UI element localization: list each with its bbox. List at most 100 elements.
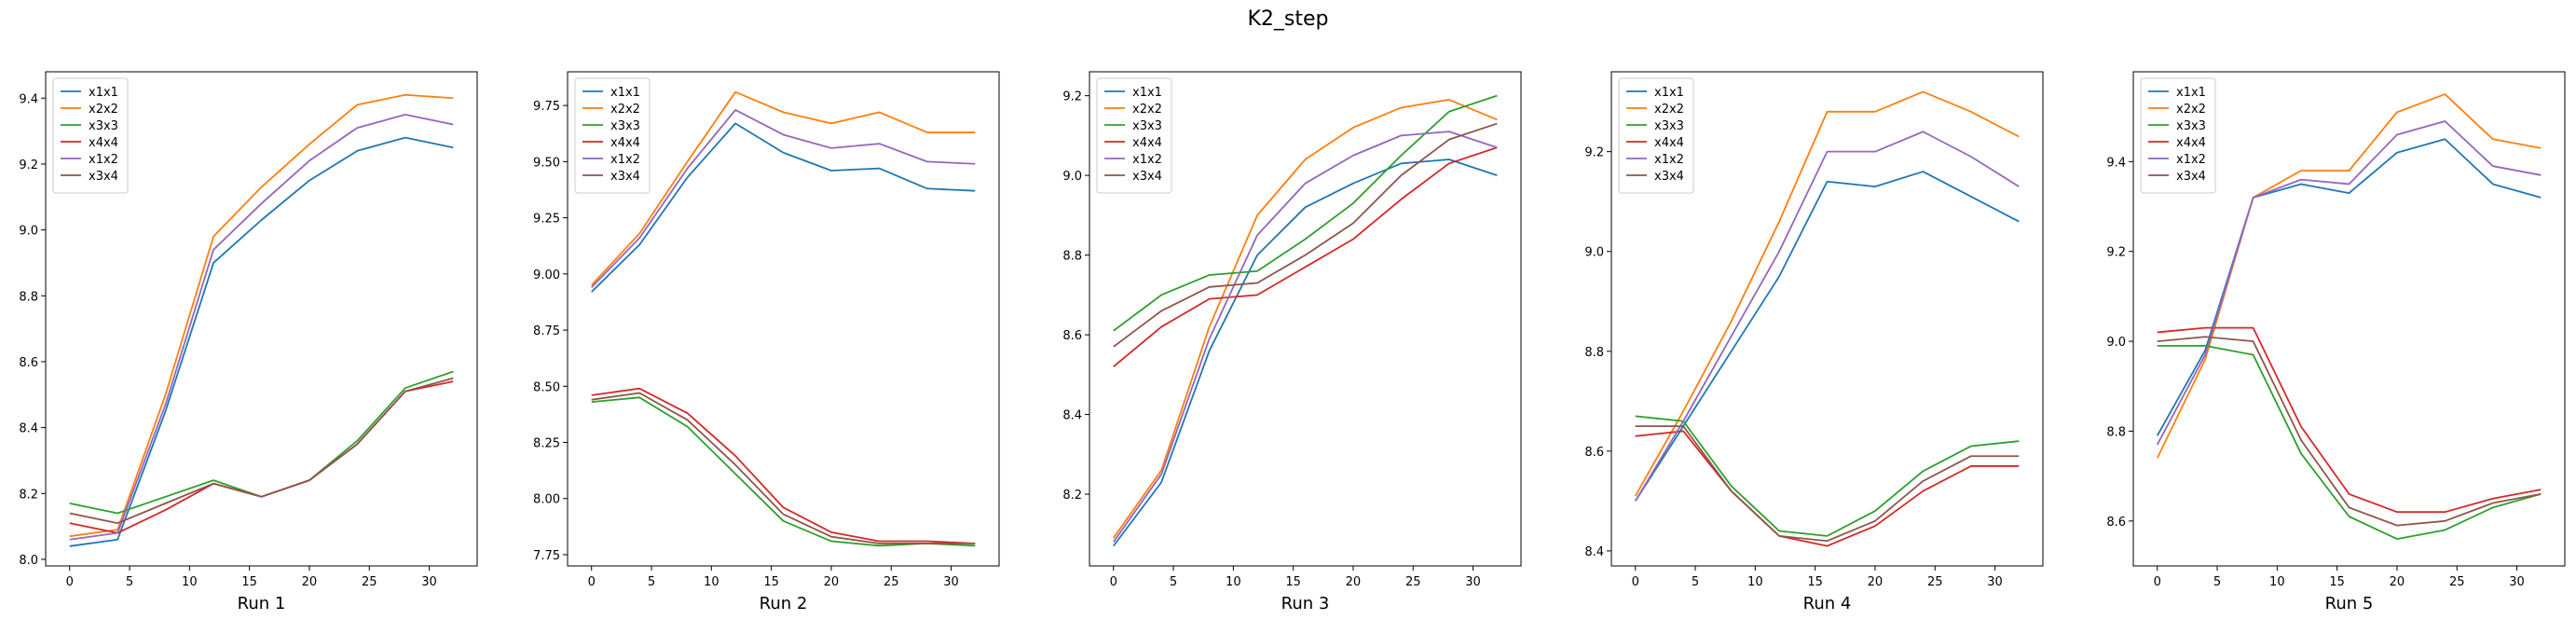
chart-panels: 0 5 10 15 20 25 30 8.0 8.2 8.4 8.6 8.8 9.0 9.2 9.4 x1x1… [19, 71, 2566, 613]
x-tick-label: 10 [704, 575, 719, 589]
y-tick-label: 8.2 [1062, 489, 1082, 503]
y-tick-label: 9.0 [19, 225, 38, 239]
x-tick-label: 25 [1927, 575, 1943, 589]
x-tick-label: 20 [302, 575, 318, 589]
x-axis-label: Run 3 [1281, 594, 1330, 613]
legend-box [2140, 77, 2216, 194]
legend-label-x1x2: x1x2 [2176, 153, 2206, 167]
y-tick-label: 8.8 [1062, 250, 1082, 264]
series-line-x3x3 [2157, 345, 2542, 540]
x-tick-label: 5 [126, 575, 133, 589]
x-tick-label: 0 [588, 575, 596, 589]
legend-label-x3x4: x3x4 [1132, 170, 1162, 184]
x-tick-label: 30 [421, 575, 437, 589]
x-tick-label: 10 [1226, 575, 1241, 589]
y-tick-label: 8.8 [19, 290, 38, 304]
x-tick-label: 30 [2509, 575, 2525, 589]
series-line-x1x1 [69, 136, 454, 547]
x-tick-label: 0 [1632, 575, 1639, 589]
series-line-x1x1 [1634, 171, 2020, 502]
axes-frame [2132, 71, 2566, 567]
x-tick-label: 15 [2329, 575, 2345, 589]
legend-label-x2x2: x2x2 [2176, 103, 2206, 117]
legend-label-x1x1: x1x1 [610, 86, 640, 100]
y-tick-label: 8.6 [1062, 329, 1082, 343]
legend-label-x1x2: x1x2 [1132, 153, 1162, 167]
x-tick-label: 20 [1346, 575, 1362, 589]
chart-panel-2: 0 5 10 15 20 25 30 7.75 8.00 8.25 8.50 8.75 9.00 9.25… [533, 71, 1000, 613]
legend-label-x4x4: x4x4 [610, 136, 640, 150]
legend-label-x1x1: x1x1 [2176, 86, 2206, 100]
y-tick-label: 8.50 [533, 380, 560, 394]
x-tick-label: 10 [182, 575, 198, 589]
y-tick-label: 9.0 [1584, 246, 1604, 260]
series-line-x4x4 [1113, 146, 1498, 367]
axes-frame [45, 71, 478, 567]
series-line-x2x2 [69, 93, 454, 538]
y-tick-label: 9.00 [533, 269, 560, 282]
y-tick-label: 9.4 [19, 92, 38, 106]
series-line-x3x4 [69, 377, 454, 524]
y-tick-label: 8.0 [19, 554, 38, 568]
series-line-x3x4 [1113, 122, 1498, 348]
x-tick-label: 30 [943, 575, 959, 589]
y-tick-label: 9.2 [19, 158, 38, 172]
legend-label-x2x2: x2x2 [610, 103, 640, 117]
series-line-x1x1 [591, 122, 976, 293]
y-tick-label: 8.2 [19, 488, 38, 502]
x-tick-label: 15 [1285, 575, 1301, 589]
y-tick-label: 8.00 [533, 493, 560, 507]
series-line-x2x2 [1112, 99, 1498, 539]
legend-box [574, 77, 651, 194]
y-tick-label: 7.75 [533, 549, 560, 563]
series-line-x3x3 [1113, 94, 1498, 332]
x-tick-label: 5 [1692, 575, 1699, 589]
axes-frame [1089, 71, 1522, 567]
x-tick-label: 0 [66, 575, 74, 589]
legend-label-x3x3: x3x3 [610, 119, 640, 133]
series-line-x4x4 [1635, 430, 2020, 547]
chart-panel-1: 0 5 10 15 20 25 30 8.0 8.2 8.4 8.6 8.8 9.0 9.2 9.4 x1x1… [19, 71, 478, 613]
y-tick-label: 9.25 [533, 213, 560, 227]
x-tick-label: 5 [648, 575, 655, 589]
y-tick-label: 8.6 [2106, 516, 2126, 530]
x-tick-label: 30 [1987, 575, 2003, 589]
y-tick-label: 8.75 [533, 324, 560, 338]
legend-label-x3x3: x3x3 [2176, 119, 2206, 133]
legend-label-x3x3: x3x3 [89, 119, 118, 133]
series-line-x3x4 [591, 392, 976, 544]
x-tick-label: 25 [1405, 575, 1421, 589]
legend-box [52, 77, 129, 194]
series-line-x1x2 [69, 114, 454, 541]
legend-label-x3x4: x3x4 [89, 170, 118, 184]
legend-box [1096, 77, 1172, 194]
legend-label-x1x2: x1x2 [1654, 153, 1684, 167]
series-line-x1x2 [1634, 131, 2020, 502]
y-tick-label: 8.6 [19, 356, 38, 370]
series-line-x1x2 [1112, 131, 1498, 543]
legend-label-x1x1: x1x1 [1132, 86, 1162, 100]
legend-label-x1x1: x1x1 [89, 86, 118, 100]
legend-label-x1x2: x1x2 [610, 153, 640, 167]
legend-label-x2x2: x2x2 [1132, 103, 1162, 117]
y-tick-label: 9.4 [2106, 156, 2126, 170]
y-tick-label: 8.4 [19, 422, 38, 436]
x-tick-label: 20 [2390, 575, 2405, 589]
series-line-x3x3 [1635, 415, 2020, 537]
x-axis-label: Run 4 [1803, 594, 1852, 613]
legend-label-x2x2: x2x2 [1654, 103, 1684, 117]
y-tick-label: 8.8 [1584, 346, 1604, 360]
series-line-x2x2 [2156, 93, 2542, 459]
x-tick-label: 5 [2213, 575, 2221, 589]
y-tick-label: 9.50 [533, 156, 560, 170]
figure-title: K2_step [1247, 7, 1328, 31]
chart-panel-3: 0 5 10 15 20 25 30 8.2 8.4 8.6 8.8 9.0 9.2 x1x1 x2x2 x3… [1062, 71, 1522, 613]
x-axis-label: Run 2 [760, 594, 808, 613]
legend-label-x4x4: x4x4 [1132, 136, 1162, 150]
x-tick-label: 10 [1747, 575, 1763, 589]
y-tick-label: 9.0 [2106, 336, 2126, 350]
series-line-x2x2 [591, 90, 976, 286]
series-line-x1x1 [2156, 138, 2542, 436]
legend-label-x1x1: x1x1 [1654, 86, 1684, 100]
